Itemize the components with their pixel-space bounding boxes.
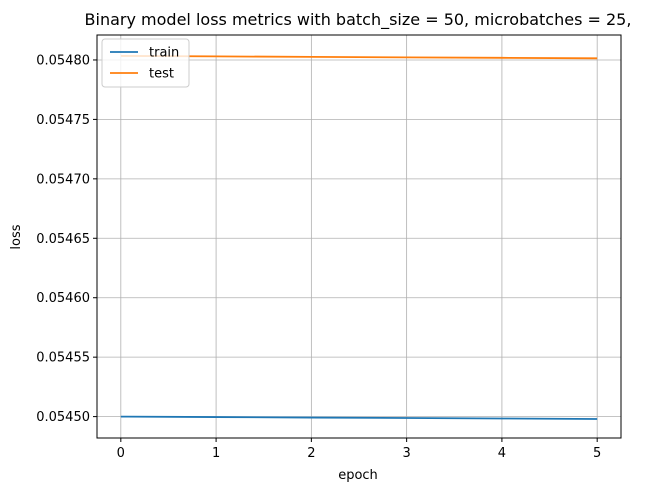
series-lines xyxy=(120,55,598,420)
x-tick-label: 0 xyxy=(117,446,125,461)
x-tick-label: 1 xyxy=(212,446,220,461)
x-tick-label: 4 xyxy=(498,446,506,461)
y-tick-label: 0.05480 xyxy=(36,53,90,68)
x-tick-label: 3 xyxy=(402,446,410,461)
legend: train test xyxy=(101,38,190,88)
x-tick-label: 2 xyxy=(307,446,315,461)
y-tick-label: 0.05475 xyxy=(36,113,90,128)
y-axis-label: loss xyxy=(9,224,24,249)
y-tick-label: 0.05460 xyxy=(36,291,90,306)
chart-title: Binary model loss metrics with batch_siz… xyxy=(85,10,632,30)
series-line-test xyxy=(120,55,598,60)
series-line-train xyxy=(120,415,598,420)
legend-label-test: test xyxy=(149,67,174,82)
legend-box xyxy=(101,38,190,88)
y-tick-label: 0.05465 xyxy=(36,232,90,247)
y-tick-label: 0.05470 xyxy=(36,172,90,187)
y-tick-label: 0.05455 xyxy=(36,351,90,366)
y-tick-label: 0.05450 xyxy=(36,410,90,425)
plot-frame xyxy=(96,34,622,439)
grid xyxy=(97,35,621,438)
x-tick-label: 5 xyxy=(593,446,601,461)
x-axis: 0 1 2 3 4 5 xyxy=(117,438,601,461)
legend-label-train: train xyxy=(149,46,179,61)
x-axis-label: epoch xyxy=(338,468,378,483)
y-axis: 0.05450 0.05455 0.05460 0.05465 0.05470 0.054… xyxy=(36,53,97,425)
